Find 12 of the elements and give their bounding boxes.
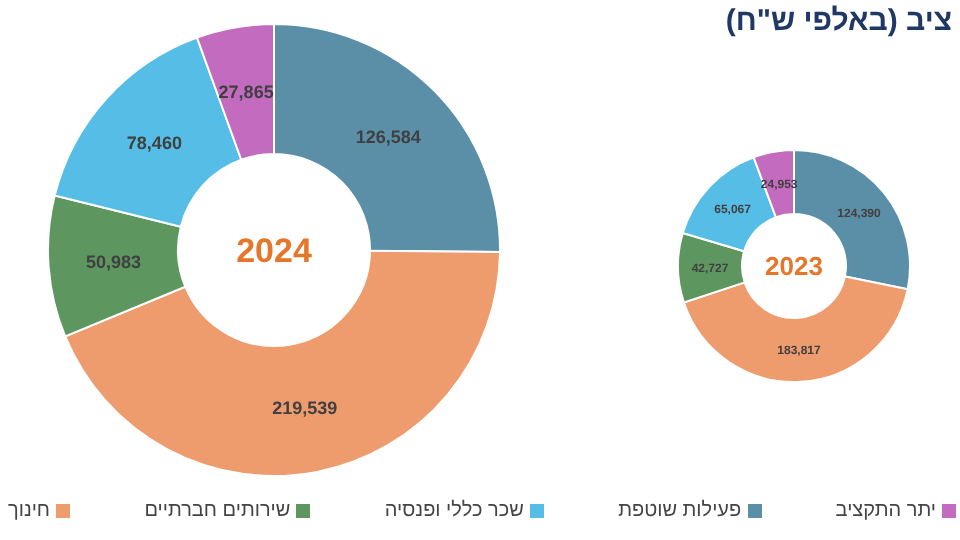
data-label: 126,584 — [355, 126, 421, 147]
legend-label: שכר כללי ופנסיה — [384, 499, 524, 521]
data-label: 50,983 — [85, 252, 141, 273]
data-label: 78,460 — [126, 132, 182, 153]
legend-label: חינוך — [8, 499, 51, 521]
data-label: 219,539 — [272, 398, 338, 419]
legend-label: שירותים חברתיים — [144, 499, 291, 521]
text: 2023 — [765, 251, 823, 282]
text: 2024 — [236, 232, 313, 271]
legend-label: יתר התקציב — [835, 499, 936, 521]
chart-title: ציב (באלפי ש"ח) — [725, 4, 952, 38]
legend-label: פעילות שוטפת — [618, 499, 742, 521]
